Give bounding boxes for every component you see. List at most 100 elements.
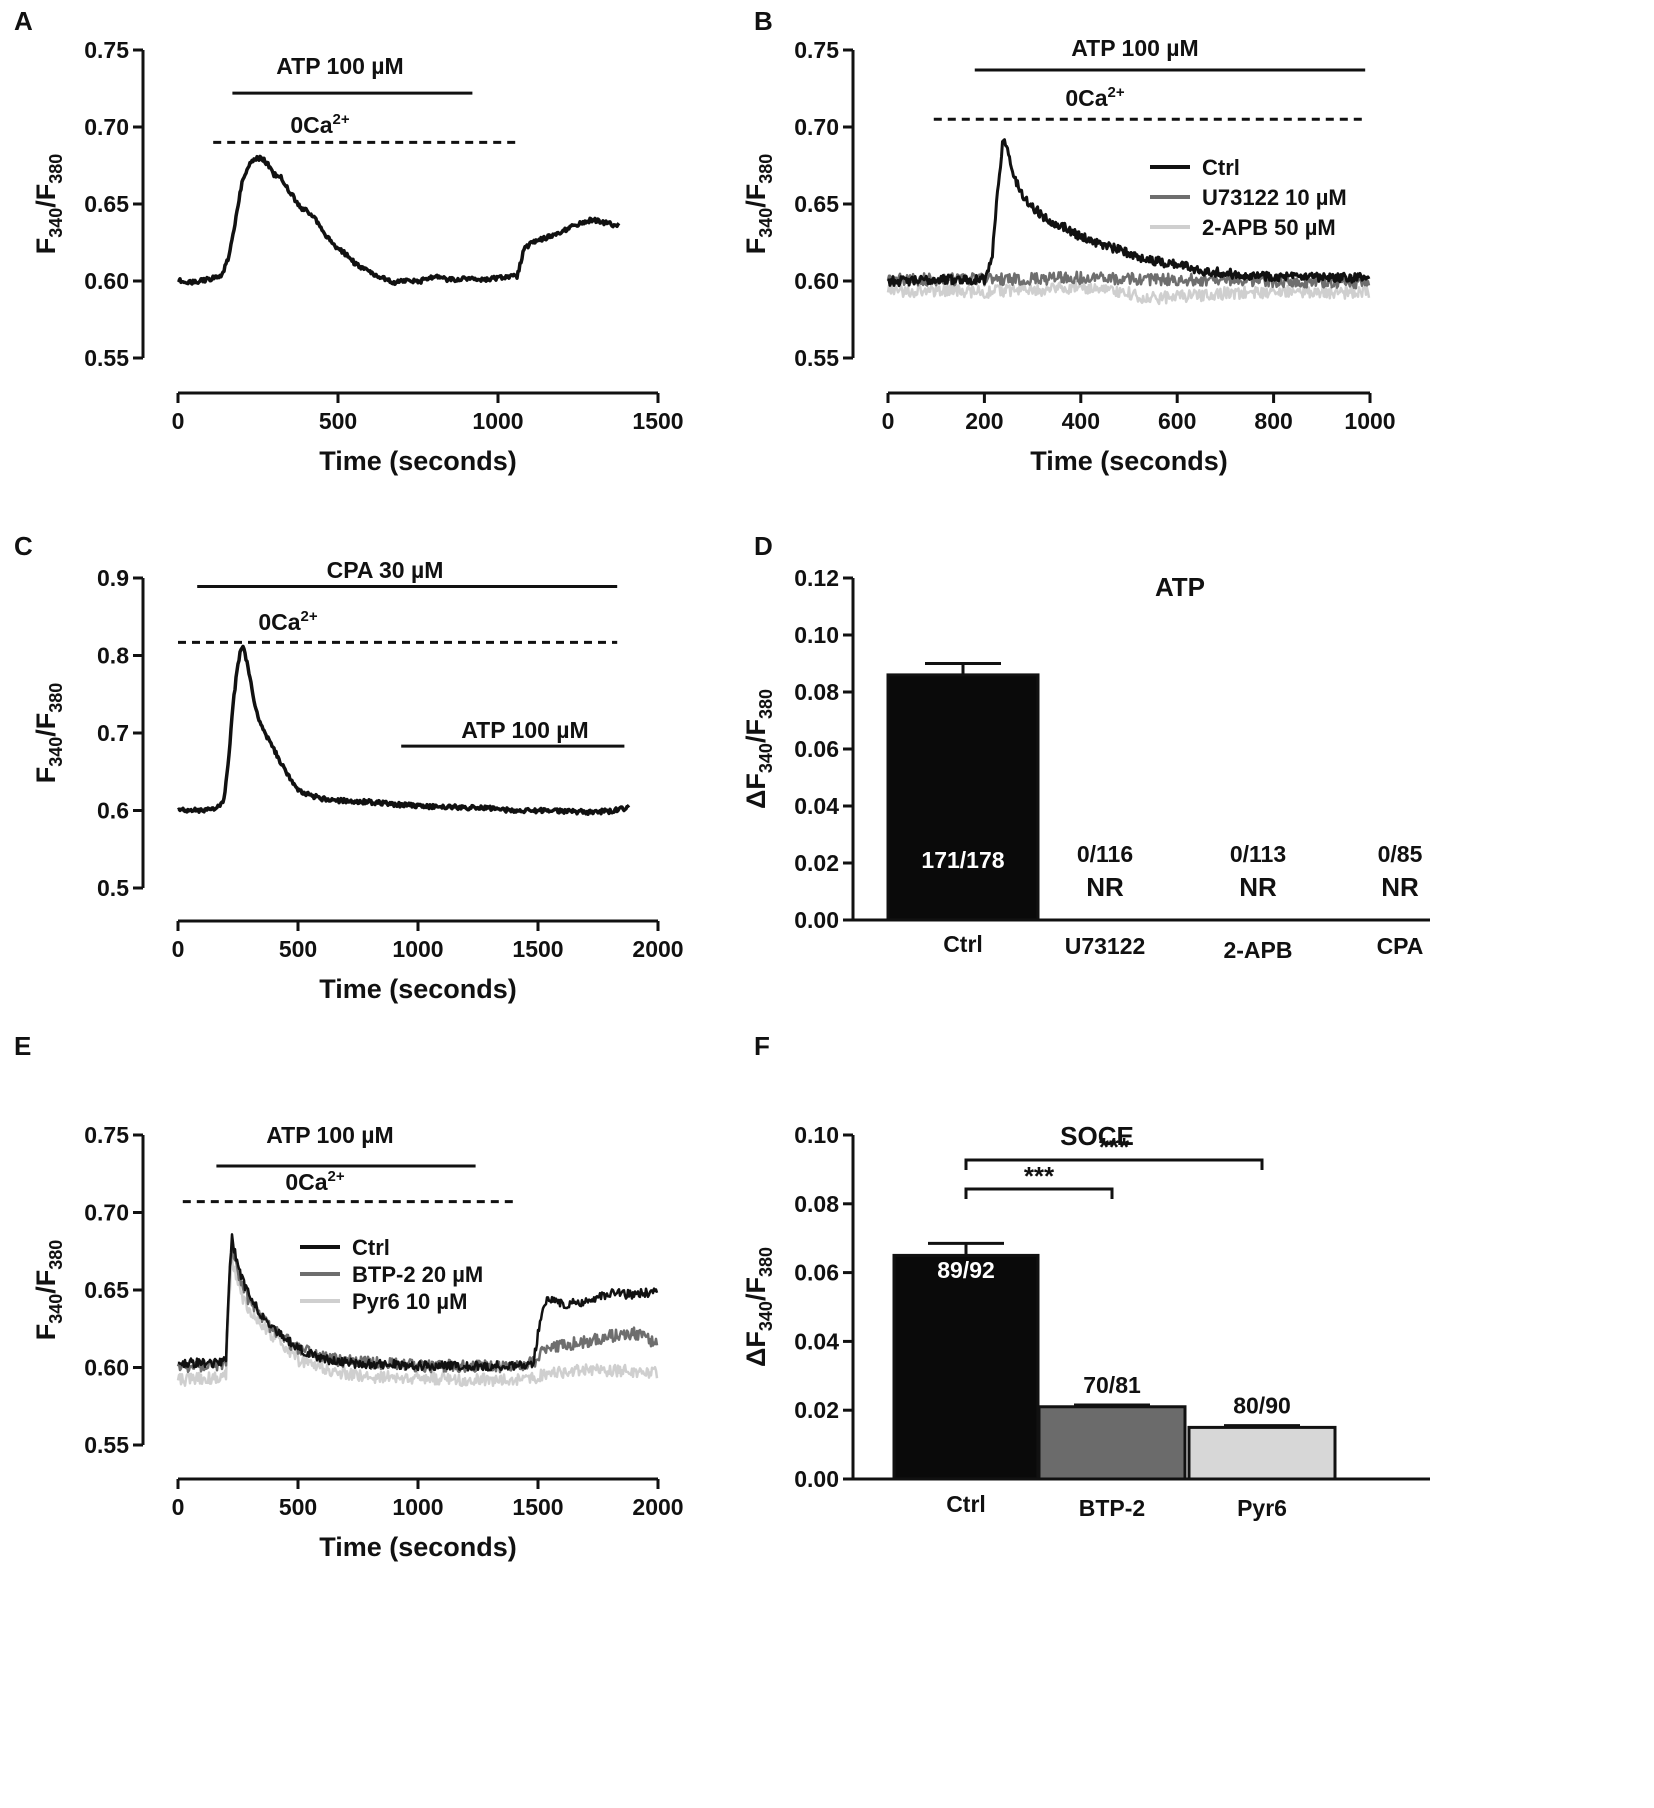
- treatment-label: ATP 100 µM: [266, 1122, 393, 1148]
- panel-b: B 0.55 0.60 0.65 0.70 0.75 0 200 400 600 800 1000 Ti…: [741, 6, 1396, 476]
- x-tick-label: 0: [882, 408, 895, 434]
- y-tick-label: 0.75: [794, 37, 839, 63]
- panel-a: A 0.55 0.60 0.65 0.70 0.75 0 500 1000 1500 Time (s…: [14, 6, 684, 476]
- legend-entry: Ctrl: [1202, 155, 1240, 180]
- y-tick-label: 0.65: [794, 191, 839, 217]
- significance-stars: ***: [1024, 1161, 1055, 1191]
- y-tick-label: 0.08: [794, 1191, 839, 1217]
- bar-pyr6: [1187, 1425, 1337, 1481]
- y-tick-label: 0.5: [97, 875, 129, 901]
- significance-bracket: [964, 1187, 1114, 1199]
- x-tick-label: 1000: [392, 936, 443, 962]
- x-tick-label: 500: [319, 408, 357, 434]
- legend-entry: Ctrl: [352, 1235, 390, 1260]
- category-label: U73122: [1065, 933, 1146, 959]
- treatment-label: ATP 100 µM: [276, 53, 403, 79]
- panel-label-e: E: [14, 1031, 31, 1061]
- zero-calcium-label: 0Ca2+: [290, 111, 350, 138]
- trace-ctrl: [176, 154, 621, 287]
- no-response-label: NR: [1381, 872, 1419, 902]
- significance-stars: ***: [1099, 1132, 1130, 1162]
- x-tick-label: 800: [1254, 408, 1292, 434]
- cell-count-label: 70/81: [1083, 1372, 1141, 1398]
- x-tick-label: 500: [279, 1494, 317, 1520]
- zero-calcium-label: 0Ca2+: [258, 608, 318, 635]
- category-label: CPA: [1377, 933, 1424, 959]
- bar-ctrl: [892, 1253, 1040, 1481]
- y-tick-label: 0.6: [97, 798, 129, 824]
- x-tick-label: 2000: [632, 936, 683, 962]
- y-tick-label: 0.00: [794, 907, 839, 933]
- y-tick-label: 0.70: [84, 1200, 129, 1226]
- y-tick-label: 0.7: [97, 720, 129, 746]
- no-response-label: NR: [1086, 872, 1124, 902]
- category-label: Ctrl: [943, 931, 983, 957]
- y-tick-label: 0.65: [84, 191, 129, 217]
- y-tick-label: 0.55: [84, 1432, 129, 1458]
- y-tick-label: 0.8: [97, 643, 129, 669]
- y-tick-label: 0.60: [84, 268, 129, 294]
- y-tick-label: 0.04: [794, 1328, 839, 1354]
- treatment-label: CPA 30 µM: [327, 557, 444, 583]
- significance-bracket: [964, 1158, 1264, 1170]
- x-axis-title: Time (seconds): [319, 974, 517, 1004]
- trace-ctrl: [176, 644, 631, 816]
- panel-f: F 0.00 0.02 0.04 0.06 0.08 0.10 ΔF340/F380 SOCE C…: [741, 1031, 1430, 1521]
- chart-title: SOCE: [1060, 1121, 1134, 1151]
- y-tick-label: 0.9: [97, 565, 129, 591]
- trace-2-apb-50-m: [886, 280, 1371, 306]
- panel-e: E 0.55 0.60 0.65 0.70 0.75 0 500 1000 1500 2000 Tim…: [14, 1031, 684, 1562]
- x-tick-label: 0: [172, 936, 185, 962]
- y-tick-label: 0.06: [794, 1260, 839, 1286]
- x-tick-label: 1500: [512, 1494, 563, 1520]
- y-tick-label: 0.10: [794, 1122, 839, 1148]
- chart-title: ATP: [1155, 572, 1205, 602]
- y-tick-label: 0.02: [794, 850, 839, 876]
- legend-entry: U73122 10 µM: [1202, 185, 1347, 210]
- y-tick-label: 0.06: [794, 736, 839, 762]
- y-tick-label: 0.55: [794, 345, 839, 371]
- trace-pyr6-10-m: [176, 1253, 659, 1388]
- category-label: BTP-2: [1079, 1495, 1145, 1521]
- x-tick-label: 2000: [632, 1494, 683, 1520]
- x-tick-label: 1500: [632, 408, 683, 434]
- legend-entry: BTP-2 20 µM: [352, 1262, 483, 1287]
- y-tick-label: 0.55: [84, 345, 129, 371]
- x-axis-title: Time (seconds): [319, 1532, 517, 1562]
- y-tick-label: 0.04: [794, 793, 839, 819]
- x-tick-label: 200: [965, 408, 1003, 434]
- y-axis-title: F340/F380: [741, 154, 776, 255]
- x-axis-title: Time (seconds): [1030, 446, 1228, 476]
- x-tick-label: 1500: [512, 936, 563, 962]
- treatment-label: ATP 100 µM: [461, 717, 588, 743]
- x-tick-label: 0: [172, 1494, 185, 1520]
- y-axis-title: F340/F380: [31, 683, 66, 784]
- y-tick-label: 0.75: [84, 37, 129, 63]
- y-tick-label: 0.70: [794, 114, 839, 140]
- y-tick-label: 0.65: [84, 1277, 129, 1303]
- y-tick-label: 0.00: [794, 1466, 839, 1492]
- cell-count-label: 171/178: [921, 847, 1004, 873]
- category-label: Pyr6: [1237, 1495, 1287, 1521]
- y-tick-label: 0.60: [794, 268, 839, 294]
- y-tick-label: 0.10: [794, 622, 839, 648]
- legend: Ctrl U73122 10 µM 2-APB 50 µM: [1150, 155, 1347, 240]
- panel-label-d: D: [754, 531, 773, 561]
- y-axis-title: ΔF340/F380: [741, 689, 776, 809]
- y-axis-title: ΔF340/F380: [741, 1247, 776, 1367]
- y-tick-label: 0.12: [794, 565, 839, 591]
- x-tick-label: 1000: [392, 1494, 443, 1520]
- x-tick-label: 600: [1158, 408, 1196, 434]
- panel-d: D 0.00 0.02 0.04 0.06 0.08 0.10 0.12 ΔF340/F380 A…: [741, 531, 1430, 963]
- y-tick-label: 0.08: [794, 679, 839, 705]
- y-axis-title: F340/F380: [31, 154, 66, 255]
- cell-count-label: 0/116: [1077, 841, 1133, 867]
- y-axis-title: F340/F380: [31, 1240, 66, 1341]
- cell-count-label: 80/90: [1233, 1393, 1291, 1419]
- legend-entry: 2-APB 50 µM: [1202, 215, 1336, 240]
- x-tick-label: 1000: [1344, 408, 1395, 434]
- treatment-label: ATP 100 µM: [1071, 35, 1198, 61]
- zero-calcium-label: 0Ca2+: [285, 1168, 345, 1195]
- panel-label-b: B: [754, 6, 773, 36]
- category-label: Ctrl: [946, 1491, 986, 1517]
